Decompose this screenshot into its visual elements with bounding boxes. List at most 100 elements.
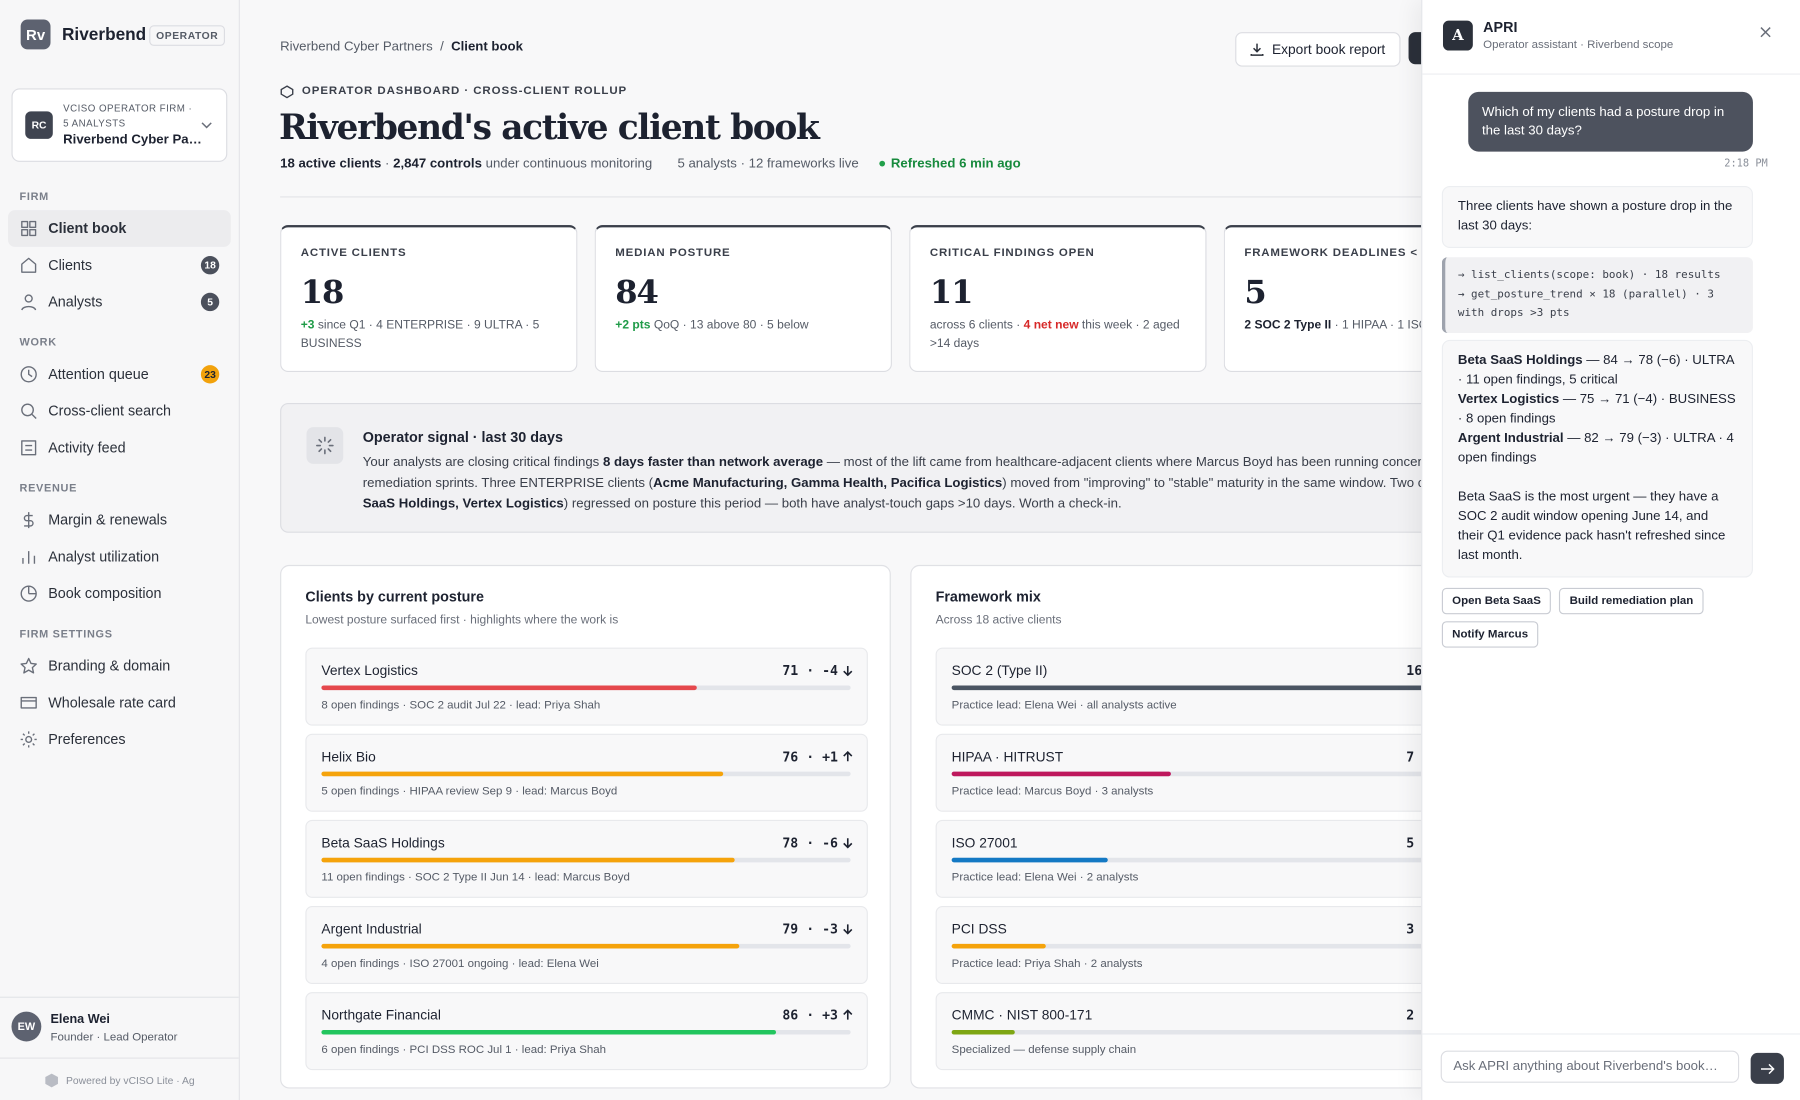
assistant-name: APRI — [1483, 19, 1518, 36]
summary: 18 active clients · 2,847 controls under… — [280, 157, 1021, 171]
nav-label: Activity feed — [48, 439, 126, 456]
bar-track — [951, 685, 1516, 691]
signal-body: Your analysts are closing critical findi… — [363, 452, 1511, 514]
tool-calls: → list_clients(scope: book) · 18 results… — [1441, 257, 1753, 333]
nav-item[interactable]: Book composition — [8, 575, 231, 612]
sidebar: Rv Riverbend OPERATOR RC VCISO OPERATOR … — [0, 0, 240, 1100]
divider — [1422, 73, 1800, 75]
nav-item[interactable]: Activity feed — [8, 429, 231, 466]
crumb[interactable]: Riverbend Cyber Partners — [280, 40, 433, 54]
client-meta: 5 open findings · HIPAA review Sep 9 · l… — [321, 785, 618, 799]
eyebrow: OPERATOR DASHBOARD · CROSS-CLIENT ROLLUP — [301, 84, 628, 98]
kpi-card: ACTIVE CLIENTS 18 +3 since Q1 · 4 ENTERPRI… — [280, 225, 578, 373]
card-title: Framework mix — [935, 589, 1041, 606]
download-icon — [1250, 43, 1264, 56]
bar-track — [951, 1029, 1516, 1035]
framework-bar — [951, 1029, 1015, 1035]
nav-item[interactable]: Analyst utilization — [8, 539, 231, 576]
nav-label: Client book — [48, 220, 127, 237]
nav-section: WORK — [19, 336, 57, 350]
score: 86 — [782, 1006, 799, 1024]
text-segment: · — [381, 157, 394, 172]
tool-call: → get_posture_trend × 18 (parallel) · 3 … — [1457, 287, 1714, 320]
bar-track — [321, 943, 851, 949]
chat-input[interactable]: Ask APRI anything about Riverbend's book… — [1440, 1050, 1740, 1083]
client-row[interactable]: Vertex Logistics 71 · -4 8 open findings ·… — [305, 647, 868, 726]
framework-meta: Practice lead: Elena Wei · 2 analysts — [951, 871, 1139, 885]
trend-arrow — [843, 924, 853, 935]
nav-item[interactable]: Margin & renewals — [8, 502, 231, 539]
nav-icon — [22, 551, 36, 564]
nav-icon — [21, 294, 37, 311]
nav-icon — [21, 403, 37, 420]
score: 79 — [782, 920, 799, 937]
nav-icon — [21, 440, 37, 456]
export-button[interactable]: Export book report — [1235, 32, 1401, 67]
user-message: Which of my clients had a posture drop i… — [1468, 91, 1753, 152]
user[interactable]: EW Elena Wei Founder · Lead Operator — [0, 996, 239, 1058]
nav-item[interactable]: Branding & domain — [8, 648, 231, 685]
client-meta: 8 open findings · SOC 2 audit Jul 22 · l… — [321, 699, 601, 712]
bar-track — [321, 857, 851, 863]
client-row[interactable]: Northgate Financial 86 · +3 6 open finding… — [305, 992, 868, 1071]
nav-item[interactable]: Analysts 5 — [8, 284, 231, 321]
nav-icon — [21, 257, 37, 273]
kpi-card: MEDIAN POSTURE 84 +2 pts QoQ · 13 above 80… — [594, 225, 892, 373]
card-title: Clients by current posture — [305, 589, 484, 606]
bar-track — [321, 685, 851, 691]
nav-count: 23 — [200, 365, 220, 384]
client-name: Argent Industrial — [321, 920, 422, 937]
send-button[interactable] — [1750, 1052, 1784, 1084]
nav-item[interactable]: Preferences — [8, 721, 231, 758]
trend-arrow — [843, 750, 853, 762]
text-segment: this week · 2 aged >14 days — [929, 318, 1180, 351]
client-score: 76 · +1 — [782, 749, 853, 765]
text-segment: Acme Manufacturing, Gamma Health, Pacifi… — [653, 476, 1003, 491]
export-label: Export book report — [1271, 41, 1386, 58]
nav-item[interactable]: Wholesale rate card — [8, 684, 231, 721]
framework-bar — [951, 771, 1171, 777]
client-score: 86 · +3 — [782, 1007, 853, 1023]
assistant-avatar: A — [1442, 20, 1473, 51]
client-row[interactable]: Helix Bio 76 · +1 5 open findings · HIPAA … — [305, 733, 868, 812]
nav-label: Attention queue — [48, 366, 149, 383]
text-segment: under continuous monitoring — [481, 157, 653, 172]
assistant-panel: A APRI Operator assistant · Riverbend sc… — [1421, 0, 1800, 1100]
client-row[interactable]: Argent Industrial 79 · -3 4 open findings … — [305, 905, 868, 985]
close-button[interactable] — [1759, 25, 1773, 39]
nav-label: Preferences — [48, 731, 126, 748]
refreshed: Refreshed 6 min ago — [890, 157, 1021, 172]
action-chip[interactable]: Open Beta SaaS — [1441, 587, 1552, 615]
kpi-note: across 6 clients · 4 net new this week ·… — [930, 316, 1185, 353]
action-chip[interactable]: Notify Marcus — [1441, 621, 1539, 648]
kpi-note: +2 pts QoQ · 13 above 80 · 5 below — [615, 316, 870, 334]
nav-count: 18 — [200, 256, 220, 275]
status-dot — [879, 160, 886, 167]
summary-meta: 5 analysts · 12 frameworks live — [677, 157, 859, 172]
kpi-value: 5 — [1244, 273, 1266, 312]
nav-icon — [20, 366, 37, 383]
framework-meta: Practice lead: Marcus Boyd · 3 analysts — [951, 785, 1154, 799]
finding: Argent Industrial — 82 → 79 (−3) · ULTRA… — [1458, 429, 1737, 468]
nav-item[interactable]: Client book — [8, 210, 231, 247]
nav-count: 5 — [200, 292, 220, 312]
crumb-current: Client book — [451, 40, 523, 54]
nav-item[interactable]: Cross-client search — [8, 393, 231, 430]
nav-icon — [23, 512, 34, 529]
text-segment: — 84 → 78 (−6) · ULTRA · 11 open finding… — [1457, 353, 1734, 387]
spinner — [316, 436, 334, 455]
nav-item[interactable]: Clients 18 — [8, 247, 231, 284]
action-chip[interactable]: Build remediation plan — [1559, 587, 1704, 615]
nav-icon — [20, 657, 37, 674]
framework-name: PCI DSS — [951, 920, 1007, 937]
send-icon — [1760, 1063, 1775, 1074]
text-segment: 8 days faster than network average — [602, 455, 824, 470]
text-segment: ) regressed on posture this period — bot… — [563, 497, 1122, 511]
nav-item[interactable]: Attention queue 23 — [8, 356, 231, 393]
user-role: Founder · Lead Operator — [50, 1031, 178, 1044]
nav-label: Clients — [48, 257, 93, 274]
client-name: Northgate Financial — [321, 1006, 441, 1024]
framework-bar — [951, 685, 1453, 691]
client-row[interactable]: Beta SaaS Holdings 78 · -6 11 open finding… — [305, 819, 868, 898]
firm-switcher[interactable]: RC VCISO OPERATOR FIRM · 5 ANALYSTS Rive… — [11, 88, 228, 162]
